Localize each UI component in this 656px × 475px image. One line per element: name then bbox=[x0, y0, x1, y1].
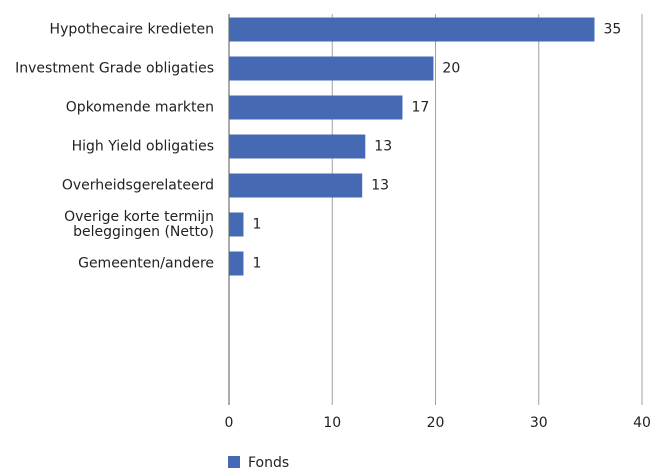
bar bbox=[229, 17, 595, 42]
bar bbox=[229, 95, 403, 120]
bar bbox=[229, 251, 244, 276]
value-label: 13 bbox=[374, 139, 392, 155]
value-label: 35 bbox=[604, 22, 622, 38]
y-tick-label: Opkomende markten bbox=[66, 100, 214, 116]
value-label: 20 bbox=[442, 61, 460, 77]
y-tick-label: Overige korte termijn beleggingen (Netto) bbox=[64, 209, 214, 240]
x-tick-label: 10 bbox=[323, 415, 341, 431]
bar bbox=[229, 134, 366, 159]
value-label: 1 bbox=[252, 256, 261, 272]
value-label: 1 bbox=[252, 217, 261, 233]
bar bbox=[229, 173, 363, 198]
x-tick-label: 0 bbox=[225, 415, 234, 431]
x-tick-label: 40 bbox=[633, 415, 651, 431]
y-tick-label: Hypothecaire kredieten bbox=[50, 22, 214, 38]
x-tick-label: 30 bbox=[530, 415, 548, 431]
legend-swatch bbox=[228, 456, 240, 468]
y-tick-label: Overheidsgerelateerd bbox=[62, 178, 214, 194]
bar bbox=[229, 212, 244, 237]
value-label: 13 bbox=[371, 178, 389, 194]
value-label: 17 bbox=[411, 100, 429, 116]
y-tick-label: High Yield obligaties bbox=[72, 139, 214, 155]
y-tick-label: Gemeenten/andere bbox=[78, 256, 214, 272]
x-tick-label: 20 bbox=[427, 415, 445, 431]
bar bbox=[229, 56, 434, 81]
legend-label: Fonds bbox=[248, 455, 289, 471]
y-tick-label: Investment Grade obligaties bbox=[15, 61, 214, 77]
